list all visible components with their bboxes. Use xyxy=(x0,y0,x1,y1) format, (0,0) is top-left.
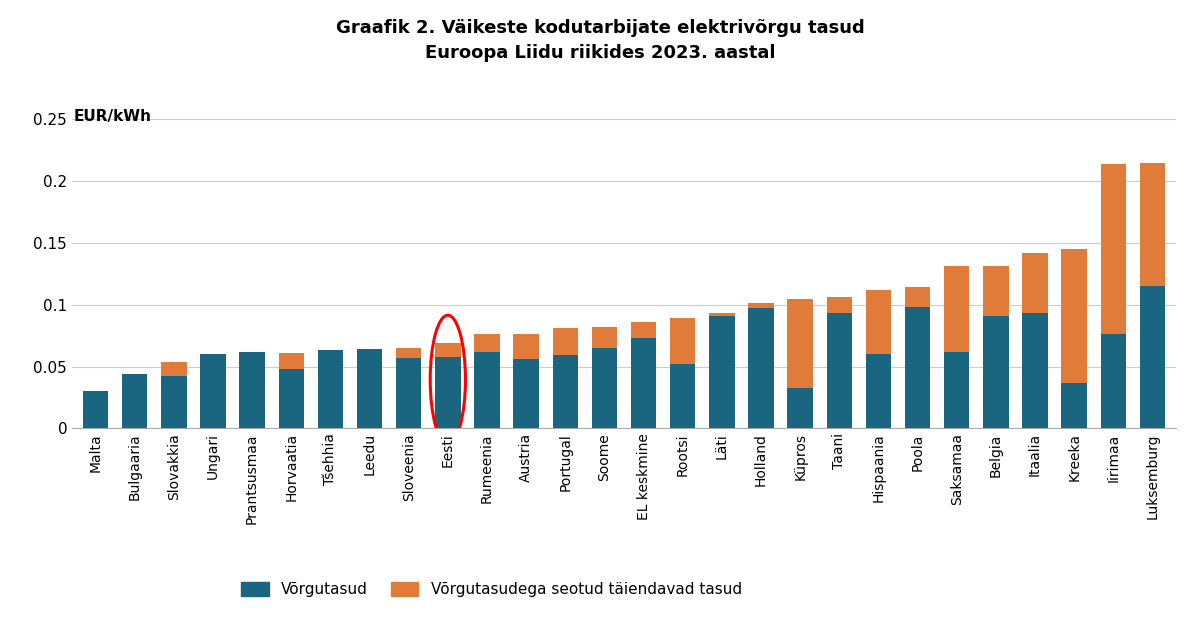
Bar xyxy=(905,307,930,428)
Bar xyxy=(905,287,930,307)
Bar xyxy=(1100,164,1126,335)
Bar xyxy=(200,354,226,428)
Bar xyxy=(749,304,774,309)
Bar xyxy=(865,354,892,428)
Bar xyxy=(1062,249,1087,382)
Bar xyxy=(1022,313,1048,428)
Bar xyxy=(592,327,617,348)
Bar xyxy=(709,313,734,316)
Bar xyxy=(944,352,970,428)
Bar xyxy=(709,316,734,428)
Bar xyxy=(474,352,499,428)
Bar xyxy=(944,266,970,352)
Bar xyxy=(983,266,1009,316)
Bar xyxy=(436,343,461,357)
Bar xyxy=(83,391,108,428)
Bar xyxy=(983,316,1009,428)
Bar xyxy=(278,369,304,428)
Bar xyxy=(278,353,304,369)
Bar xyxy=(787,299,812,387)
Bar xyxy=(631,322,656,338)
Bar xyxy=(552,328,578,355)
Bar xyxy=(239,352,265,428)
Bar xyxy=(318,350,343,428)
Bar xyxy=(1140,286,1165,428)
Text: Graafik 2. Väikeste kodutarbijate elektrivõrgu tasud
Euroopa Liidu riikides 2023: Graafik 2. Väikeste kodutarbijate elektr… xyxy=(336,19,864,62)
Bar xyxy=(827,297,852,313)
Bar xyxy=(1140,163,1165,286)
Bar xyxy=(161,362,186,377)
Bar xyxy=(670,318,696,364)
Bar xyxy=(122,374,148,428)
Bar xyxy=(865,290,892,354)
Bar xyxy=(161,377,186,428)
Bar xyxy=(1062,382,1087,428)
Bar xyxy=(631,338,656,428)
Bar xyxy=(827,313,852,428)
Bar xyxy=(1100,335,1126,428)
Bar xyxy=(396,348,421,358)
Bar xyxy=(474,335,499,352)
Bar xyxy=(670,364,696,428)
Bar xyxy=(514,359,539,428)
Legend: Võrgutasud, Võrgutasudega seotud täiendavad tasud: Võrgutasud, Võrgutasudega seotud täienda… xyxy=(235,576,748,604)
Bar xyxy=(514,335,539,359)
Text: EUR/kWh: EUR/kWh xyxy=(74,110,152,124)
Bar xyxy=(1022,253,1048,313)
Bar xyxy=(749,309,774,428)
Bar xyxy=(436,357,461,428)
Bar xyxy=(356,349,383,428)
Bar xyxy=(552,355,578,428)
Bar xyxy=(396,358,421,428)
Bar xyxy=(787,387,812,428)
Bar xyxy=(592,348,617,428)
